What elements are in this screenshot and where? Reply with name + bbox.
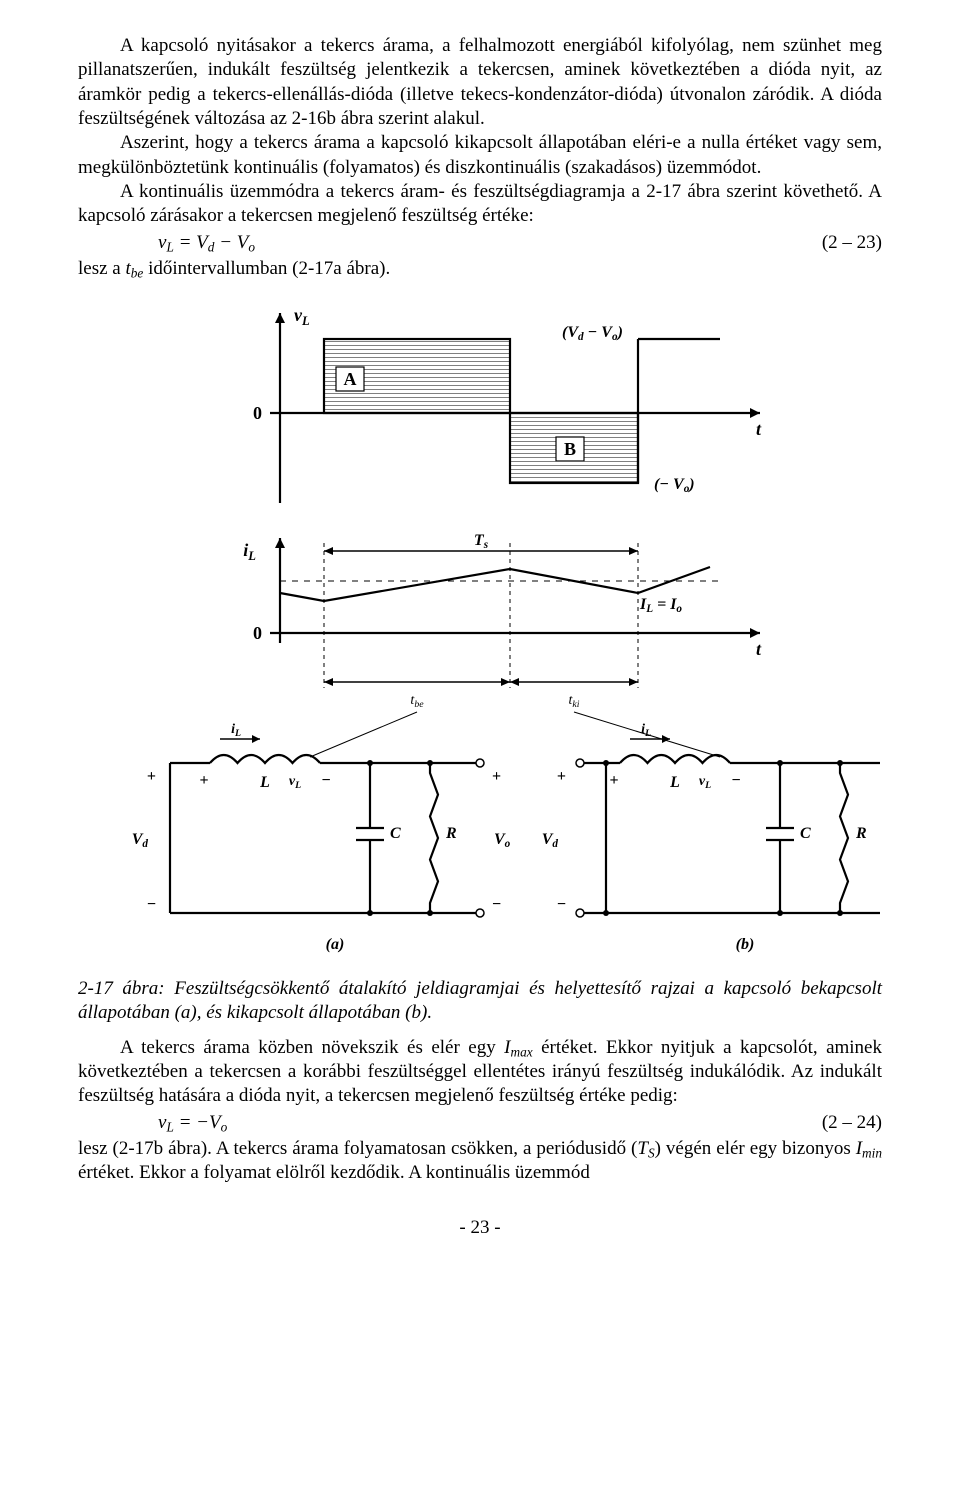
- p5-c: értéket. Ekkor a folyamat elölről kezdőd…: [78, 1162, 590, 1183]
- p5-imin-sub: min: [862, 1145, 882, 1160]
- svg-text:−: −: [557, 896, 566, 913]
- body-para-5: lesz (2-17b ábra). A tekercs árama folya…: [78, 1137, 882, 1186]
- svg-text:L: L: [669, 774, 680, 791]
- svg-text:L: L: [259, 774, 270, 791]
- svg-text:+: +: [609, 772, 618, 789]
- svg-text:(b): (b): [736, 936, 755, 953]
- svg-text:R: R: [445, 825, 457, 842]
- svg-text:t: t: [756, 419, 762, 439]
- p3b-t-sub: be: [131, 265, 144, 280]
- figure-caption: 2-17 ábra: Feszültségcsökkentő átalakító…: [78, 977, 882, 1026]
- page-footer: - 23 -: [78, 1216, 882, 1240]
- svg-text:iL: iL: [641, 722, 651, 739]
- eq1-vo-sub: o: [248, 239, 255, 254]
- svg-text:(Vd − Vo): (Vd − Vo): [562, 324, 623, 343]
- svg-text:0: 0: [253, 403, 262, 423]
- svg-text:+: +: [199, 772, 208, 789]
- p5-ts-sub: S: [648, 1145, 655, 1160]
- eq2-number: (2 – 24): [227, 1111, 882, 1135]
- p3b-a: lesz a: [78, 258, 125, 279]
- svg-text:A: A: [344, 369, 357, 389]
- eq1-eq-vd: = V: [174, 232, 208, 253]
- equation-1: vL = Vd − Vo (2 – 23): [78, 231, 882, 255]
- body-para-4: A tekercs árama közben növekszik és elér…: [78, 1036, 882, 1109]
- svg-text:vL: vL: [289, 774, 301, 791]
- svg-text:iL: iL: [243, 540, 256, 563]
- svg-text:−: −: [731, 772, 740, 789]
- eq2-vL-sub: L: [166, 1119, 173, 1134]
- svg-text:−: −: [321, 772, 330, 789]
- body-para-1: A kapcsoló nyitásakor a tekercs árama, a…: [78, 34, 882, 131]
- p4-imax-sub: max: [510, 1044, 532, 1059]
- svg-text:Ts: Ts: [474, 532, 489, 551]
- svg-text:IL = Io: IL = Io: [639, 596, 682, 615]
- svg-text:−: −: [147, 896, 156, 913]
- svg-text:Vd: Vd: [132, 831, 149, 850]
- svg-text:C: C: [390, 825, 401, 842]
- svg-text:+: +: [557, 768, 566, 785]
- svg-text:0: 0: [253, 623, 262, 643]
- eq1-vL-sub: L: [166, 239, 173, 254]
- svg-text:−: −: [492, 896, 501, 913]
- p5-a: lesz (2-17b ábra). A tekercs árama folya…: [78, 1138, 637, 1159]
- p5-ts: T: [637, 1138, 648, 1159]
- eq2-rhs: = −V: [174, 1112, 221, 1133]
- svg-text:C: C: [800, 825, 811, 842]
- svg-text:tbe: tbe: [410, 693, 424, 710]
- svg-text:(− Vo): (− Vo): [654, 476, 695, 495]
- svg-text:tki: tki: [569, 693, 580, 710]
- eq2-vo-sub: o: [221, 1119, 228, 1134]
- eq1-number: (2 – 23): [255, 231, 882, 255]
- equation-2: vL = −Vo (2 – 24): [78, 1111, 882, 1135]
- svg-text:R: R: [855, 825, 867, 842]
- p4-a: A tekercs árama közben növekszik és elér…: [120, 1037, 504, 1058]
- body-para-2: Aszerint, hogy a tekercs árama a kapcsol…: [78, 131, 882, 180]
- svg-text:vL: vL: [699, 774, 711, 791]
- figure-2-17: vL 0 t A B (Vd − Vo) (− Vo) iL 0 t IL = Io Ts tbe tki…: [80, 293, 880, 973]
- p5-b: ) végén elér egy bizonyos: [655, 1138, 856, 1159]
- eq1-minus-vo: − V: [214, 232, 248, 253]
- svg-text:Vo: Vo: [494, 831, 511, 850]
- svg-text:vL: vL: [294, 305, 310, 328]
- body-para-3b: lesz a tbe időintervallumban (2-17a ábra…: [78, 257, 882, 281]
- svg-text:+: +: [147, 768, 156, 785]
- body-para-3: A kontinuális üzemmódra a tekercs áram- …: [78, 180, 882, 229]
- p3b-b: időintervallumban (2-17a ábra).: [143, 258, 390, 279]
- svg-text:(a): (a): [326, 936, 345, 953]
- svg-text:t: t: [756, 639, 762, 659]
- svg-text:B: B: [564, 439, 576, 459]
- svg-text:+: +: [492, 768, 501, 785]
- svg-text:Vd: Vd: [542, 831, 559, 850]
- svg-text:iL: iL: [231, 722, 241, 739]
